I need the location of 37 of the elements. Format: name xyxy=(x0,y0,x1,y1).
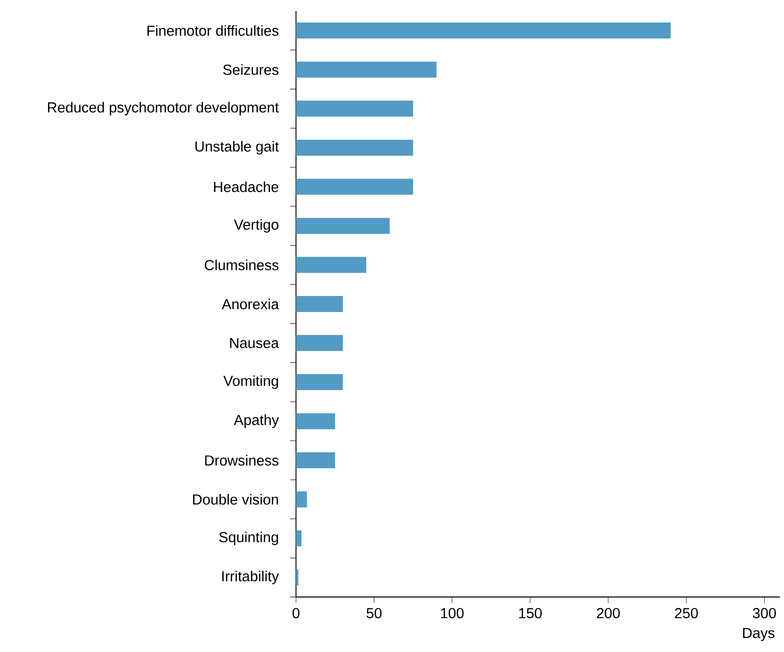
y-tick-label: Unstable gait xyxy=(195,140,279,154)
bar xyxy=(296,62,437,78)
y-tick-label: Finemotor difficulties xyxy=(147,25,278,36)
bar xyxy=(296,256,366,273)
bar xyxy=(296,296,343,312)
bar xyxy=(296,218,390,234)
y-tick-label: Anorexia xyxy=(222,298,279,310)
y-tick-label: Nausea xyxy=(230,338,279,348)
bar xyxy=(296,491,307,508)
y-tick-label: Reduced psychomotor development xyxy=(48,102,279,116)
y-tick-label: Apathy xyxy=(234,414,279,428)
bar xyxy=(296,100,414,117)
y-tick-label: Clumsiness xyxy=(204,260,278,270)
bar xyxy=(296,140,414,156)
x-tick-label: 50 xyxy=(366,608,382,618)
bar xyxy=(296,22,671,39)
bar xyxy=(296,178,414,195)
y-tick-label: Vertigo xyxy=(234,219,278,233)
x-tick-label: 150 xyxy=(519,608,542,618)
bar xyxy=(296,530,302,546)
bar xyxy=(296,452,336,468)
y-tick-label: Seizures xyxy=(223,64,278,75)
x-tick-label: 250 xyxy=(674,608,698,618)
bar xyxy=(296,335,343,352)
y-tick-label: Irritability xyxy=(222,570,279,584)
x-tick-label: 100 xyxy=(441,608,464,618)
bar xyxy=(296,413,336,430)
y-tick-label: Vomiting xyxy=(223,375,278,389)
y-tick-label: Headache xyxy=(214,181,278,192)
y-tick-label: Drowsiness xyxy=(205,454,278,466)
x-axis-title: Days xyxy=(743,628,774,642)
x-tick-label: 300 xyxy=(752,608,776,618)
y-tick-label: Squinting xyxy=(219,532,278,546)
x-tick-label: 0 xyxy=(292,608,300,618)
y-tick-label: Double vision xyxy=(193,494,278,505)
x-tick-label: 200 xyxy=(596,608,620,618)
bar xyxy=(296,374,343,390)
